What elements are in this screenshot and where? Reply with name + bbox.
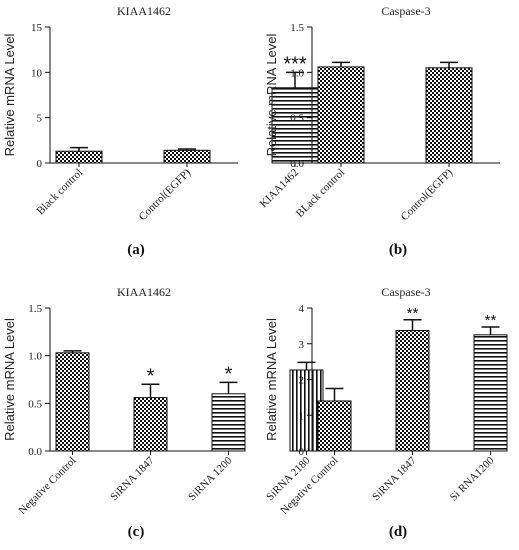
chart-title: KIAA1462 <box>117 285 171 299</box>
x-category-label: SiRNA 1200 <box>186 454 235 503</box>
y-tick-label: 1.0 <box>290 67 304 79</box>
y-tick-label: 10 <box>31 67 43 79</box>
bar <box>317 400 352 452</box>
y-tick-label: 1 <box>299 410 305 422</box>
y-axis-label: Relative mRNA Level <box>2 318 17 441</box>
bar <box>271 87 319 164</box>
panel-label: (c) <box>128 524 145 540</box>
bar <box>55 352 90 452</box>
y-tick-label: 0 <box>299 446 305 458</box>
x-category-label: SiRNA 1847 <box>108 454 157 503</box>
panel-label: (b) <box>389 242 407 258</box>
y-axis-label: Relative mRNA Level <box>264 318 279 441</box>
bar <box>317 66 365 164</box>
chart-title: KIAA1462 <box>117 4 171 18</box>
bar <box>211 393 246 452</box>
bar <box>473 334 508 452</box>
x-category-label: KIAA1462 <box>258 167 301 210</box>
y-tick-label: 1.0 <box>28 351 42 363</box>
y-tick-label: 0.5 <box>290 113 304 125</box>
bar <box>133 397 168 452</box>
y-tick-label: 0.0 <box>28 446 42 458</box>
chart-title: Caspase-3 <box>381 4 430 18</box>
y-axis-label: Relative mRNA Level <box>2 33 17 156</box>
x-category-label: BLack control <box>294 167 347 220</box>
chart-title: Caspase-3 <box>381 285 430 299</box>
significance-marker: * <box>147 365 155 387</box>
x-category-label: SiRNA 1847 <box>370 454 419 503</box>
x-category-label: Control(EGFP) <box>399 166 456 223</box>
significance-marker: * <box>225 363 233 385</box>
significance-marker: ** <box>485 312 497 329</box>
y-tick-label: 0.0 <box>290 158 304 170</box>
x-category-label: Si RNA1200 <box>448 454 497 503</box>
y-tick-label: 5 <box>37 113 43 125</box>
y-tick-label: 1.5 <box>290 22 304 34</box>
y-tick-label: 3 <box>299 339 305 351</box>
significance-marker: ** <box>407 305 419 322</box>
bar <box>425 67 473 164</box>
significance-marker: *** <box>283 53 307 75</box>
y-tick-label: 1.5 <box>28 303 42 315</box>
x-category-label: Control(EGFP) <box>137 166 194 223</box>
x-category-label: Negative Control <box>16 455 78 517</box>
y-tick-label: 15 <box>31 22 43 34</box>
bar <box>395 330 430 452</box>
y-tick-label: 0 <box>37 158 43 170</box>
y-tick-label: 4 <box>299 303 305 315</box>
y-tick-label: 0.5 <box>28 398 42 410</box>
y-tick-label: 2 <box>299 375 305 387</box>
panel-label: (d) <box>389 524 407 540</box>
panel-label: (a) <box>127 242 145 258</box>
bar <box>55 150 103 164</box>
bar <box>163 149 211 164</box>
x-category-label: Black control <box>35 167 86 218</box>
y-axis-label: Relative mRNA Level <box>264 33 279 156</box>
